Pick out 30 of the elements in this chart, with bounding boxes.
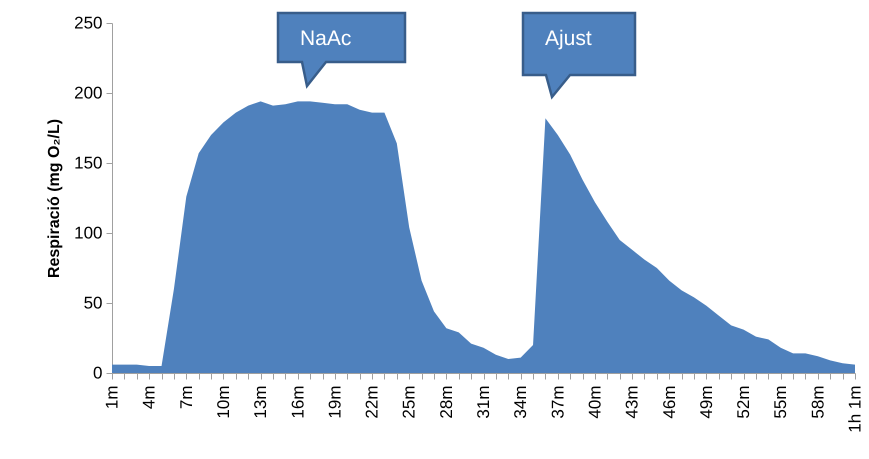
x-tick-label: 10m bbox=[214, 386, 233, 419]
x-tick-label: 13m bbox=[251, 386, 270, 419]
y-tick-label: 0 bbox=[93, 364, 102, 382]
x-tick-label: 4m bbox=[140, 386, 159, 410]
x-tick-label: 49m bbox=[696, 386, 716, 419]
y-tick-label: 50 bbox=[84, 294, 102, 312]
x-tick-label: 43m bbox=[622, 386, 642, 419]
x-tick-label: 37m bbox=[548, 386, 568, 419]
x-tick-label: 22m bbox=[362, 386, 382, 419]
x-tick-label: 19m bbox=[325, 386, 344, 419]
x-tick-label: 25m bbox=[400, 386, 419, 419]
x-tick-label: 1h 1m bbox=[846, 386, 864, 433]
x-tick-label: 58m bbox=[808, 386, 828, 419]
x-tick-label: 55m bbox=[771, 386, 790, 419]
x-tick-label: 1m bbox=[102, 386, 122, 410]
x-tick-label: 28m bbox=[436, 386, 456, 419]
y-tick-label: 200 bbox=[74, 84, 102, 102]
x-tick-label: 46m bbox=[660, 386, 679, 419]
x-tick-label: 52m bbox=[734, 386, 754, 419]
y-tick-label: 150 bbox=[74, 154, 102, 172]
annotation: Ajust bbox=[545, 27, 592, 50]
y-tick-label: 250 bbox=[74, 14, 102, 32]
x-tick-label: 7m bbox=[176, 386, 196, 410]
y-axis-title: Respiració (mg O₂/L) bbox=[46, 118, 64, 278]
annotation: NaAc bbox=[300, 27, 352, 50]
x-tick-label: 16m bbox=[288, 386, 308, 419]
x-tick-label: 40m bbox=[585, 386, 604, 419]
y-tick-label: 100 bbox=[74, 224, 102, 242]
x-tick-label: 31m bbox=[474, 386, 493, 419]
x-tick-label: 34m bbox=[511, 386, 530, 419]
